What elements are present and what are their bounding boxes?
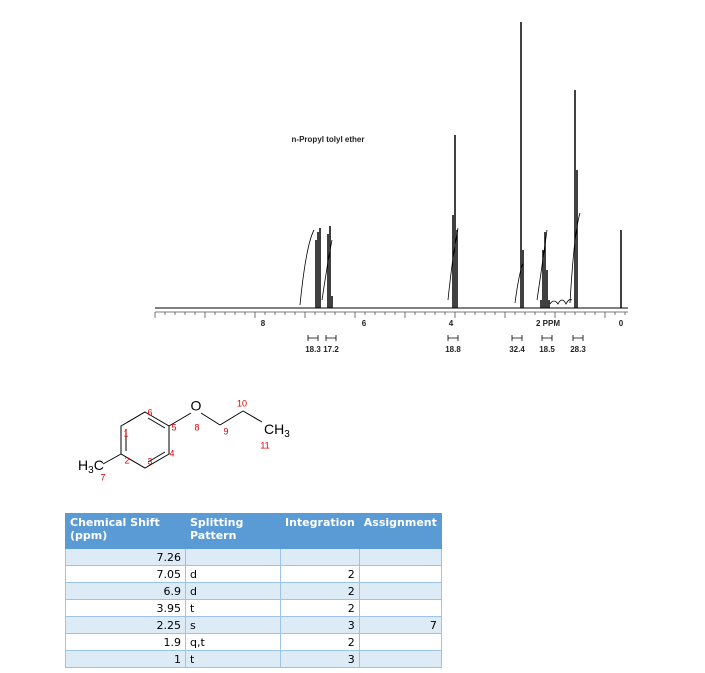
table-cell (185, 548, 281, 566)
table-cell (358, 650, 442, 668)
table-cell: 2 (280, 582, 360, 600)
integration-label: 17.2 (323, 345, 339, 354)
atom-number: 2 (124, 455, 129, 465)
header-row: Chemical Shift (ppm) Splitting Pattern Int… (65, 513, 442, 549)
table-cell: 3.95 (65, 599, 186, 617)
table-cell: 1.9 (65, 633, 186, 651)
atom-number: 6 (147, 407, 152, 417)
atom-numbers: 1 2 3 4 5 6 7 8 9 10 11 (100, 398, 269, 482)
table-row: 2.25 s 3 7 (65, 616, 442, 634)
table-cell: 7 (358, 616, 442, 634)
table-cell: d (185, 565, 281, 583)
integration-label: 18.5 (539, 345, 555, 354)
table-cell: t (185, 650, 281, 668)
header-cell: Integration (280, 513, 360, 549)
spectrum-title: n-Propyl tolyl ether (292, 135, 365, 144)
table-cell (280, 548, 360, 566)
structure-bonds (102, 410, 263, 469)
table-cell: 2 (280, 599, 360, 617)
ppm-label: 8 (261, 319, 266, 328)
ppm-label: 0 (619, 319, 624, 328)
atom-number: 5 (171, 422, 176, 432)
table-cell: 2.25 (65, 616, 186, 634)
atom-number: 7 (100, 472, 105, 482)
table-row: 7.26 (65, 548, 442, 566)
table-cell: d (185, 582, 281, 600)
table-cell (358, 565, 442, 583)
integral-curves (299, 212, 581, 306)
integration-label: 18.3 (305, 345, 321, 354)
table-cell: 2 (280, 633, 360, 651)
table-row: 6.9 d 2 (65, 582, 442, 600)
integral-bracket (325, 335, 337, 341)
atom: H3C (78, 457, 104, 476)
ppm-axis (154, 311, 628, 318)
table-row: 3.95 t 2 (65, 599, 442, 617)
integral-bracket (511, 335, 523, 341)
atom: CH (264, 421, 284, 437)
atom-number: 11 (260, 440, 269, 450)
table-cell: s (185, 616, 281, 634)
table-cell: 1 (65, 650, 186, 668)
subscript: 3 (284, 429, 290, 440)
table-cell: 3 (280, 616, 360, 634)
subscript: 3 (88, 465, 94, 476)
atom-number: 10 (237, 398, 247, 408)
integration-label: 18.8 (445, 345, 461, 354)
integrations: 18.3 17.2 18.8 32.4 18.5 28.3 (305, 335, 586, 354)
table-cell: q,t (185, 633, 281, 651)
table-cell: 3 (280, 650, 360, 668)
table-cell: 2 (280, 565, 360, 583)
ppm-label: 2 PPM (536, 319, 560, 328)
assignment-table: Chemical Shift (ppm) Splitting Pattern Int… (65, 513, 442, 668)
atom-number: 1 (123, 428, 128, 438)
atom: C (94, 457, 104, 473)
spectrum (155, 22, 628, 309)
table-row: 7.05 d 2 (65, 565, 442, 583)
atom: CH3 (264, 421, 290, 440)
table-cell: 7.05 (65, 565, 186, 583)
ppm-label: 6 (362, 319, 367, 328)
integral-bracket (572, 335, 584, 341)
atom-number: 9 (223, 426, 228, 436)
figure: n-Propyl tolyl ether 8 6 4 2 PPM 0 18.3 1… (78, 22, 628, 482)
atom-number: 4 (169, 448, 174, 458)
peaks (315, 22, 622, 308)
header-cell: Splitting Pattern (185, 513, 281, 549)
integral-bracket (307, 335, 319, 341)
header-cell: Assignment (358, 513, 442, 549)
atom: H (78, 457, 88, 473)
integration-label: 32.4 (509, 345, 525, 354)
table-cell: 7.26 (65, 548, 186, 566)
table-row: 1.9 q,t 2 (65, 633, 442, 651)
atom: O (191, 398, 202, 414)
atom-number: 3 (147, 456, 152, 466)
ppm-label: 4 (449, 319, 454, 328)
integration-label: 28.3 (570, 345, 586, 354)
header-cell: Chemical Shift (ppm) (65, 513, 186, 549)
table-cell: t (185, 599, 281, 617)
table-cell (358, 633, 442, 651)
table-cell (358, 599, 442, 617)
table-cell (358, 582, 442, 600)
integral-bracket (541, 335, 553, 341)
table-cell (358, 548, 442, 566)
table-cell: 6.9 (65, 582, 186, 600)
integral-bracket (447, 335, 459, 341)
atom-number: 8 (194, 422, 199, 432)
